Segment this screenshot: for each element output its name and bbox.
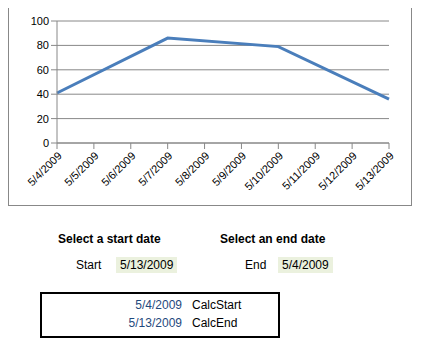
html-text:CalcStart: CalcStart	[192, 298, 242, 312]
svg-text:5/9/2009: 5/9/2009	[209, 149, 249, 189]
html-text:5/4/2009: 5/4/2009	[135, 298, 182, 312]
svg-text:40: 40	[37, 88, 49, 100]
svg-text:0: 0	[43, 137, 49, 149]
svg-text:5/6/2009: 5/6/2009	[99, 149, 138, 188]
html-text:Select an end date: Select an end date	[220, 232, 326, 246]
svg-text:5/10/2009: 5/10/2009	[242, 149, 285, 192]
html-text:Select a start date: Select a start date	[58, 232, 161, 246]
html-text:5/13/2009: 5/13/2009	[120, 258, 174, 272]
svg-text:100: 100	[31, 15, 49, 27]
svg-text:5/8/2009: 5/8/2009	[173, 149, 212, 188]
html-text:Start: Start	[76, 258, 102, 272]
svg-text:60: 60	[37, 64, 49, 76]
html-text:5/4/2009: 5/4/2009	[282, 258, 329, 272]
html-text:5/13/2009: 5/13/2009	[128, 316, 182, 330]
html-text:End: End	[245, 258, 267, 272]
svg-text:20: 20	[37, 113, 49, 125]
svg-text:5/13/2009: 5/13/2009	[353, 149, 396, 192]
svg-text:5/7/2009: 5/7/2009	[136, 149, 175, 188]
svg-text:5/12/2009: 5/12/2009	[316, 149, 359, 192]
html-text:CalcEnd: CalcEnd	[192, 316, 238, 330]
svg-text:5/5/2009: 5/5/2009	[62, 149, 101, 188]
svg-text:5/4/2009: 5/4/2009	[25, 149, 64, 188]
svg-text:5/11/2009: 5/11/2009	[280, 149, 323, 192]
svg-text:80: 80	[37, 39, 49, 51]
